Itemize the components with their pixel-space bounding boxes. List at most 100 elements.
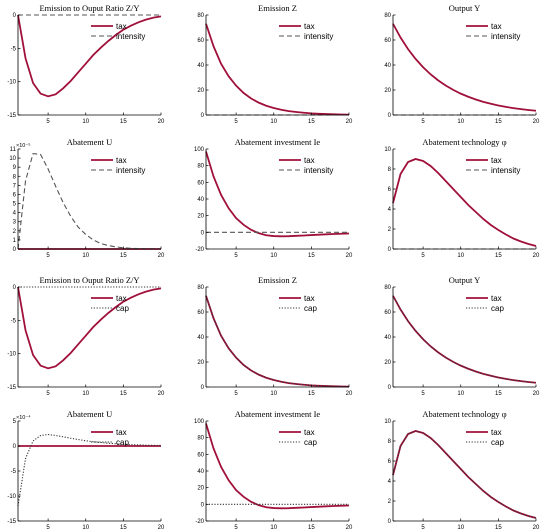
x-tick-label: 10 [270,525,277,531]
y-tick-label: 1 [13,238,17,244]
y-tick-label: 10 [384,147,391,153]
y-tick-label: -20 [195,519,204,525]
y-tick-label: 0 [388,385,392,391]
y-tick-label: -5 [11,318,17,324]
series-line-tax [17,286,162,370]
chart-panel: Abatement investment Ie 5 10 15 20 -20 0 20 40 60… [194,137,353,259]
y-tick-label: 100 [194,419,205,425]
y-tick-label: 2 [388,499,392,505]
y-tick-label: 7 [13,183,17,189]
y-tick-label: 4 [388,207,392,213]
x-tick-label: 5 [421,525,425,531]
y-tick-label: 2 [388,227,392,233]
legend-label-tax: tax [116,156,127,165]
x-tick-label: 5 [234,119,238,125]
y-tick-label: 0 [201,230,205,236]
y-tick-label: 10 [9,156,16,162]
legend-label-intensity: intensity [304,166,333,175]
chart-title: Output Y [449,3,481,13]
x-tick-label: 15 [495,253,502,259]
y-tick-label: 40 [197,335,204,341]
chart-title: Abatement U [67,409,113,419]
x-tick-label: 5 [46,253,50,259]
series-line-cap [205,295,350,388]
y-tick-label: 10 [384,419,391,425]
chart-title: Abatement investment Ie [235,409,321,419]
y-tick-label: 0 [201,113,205,119]
x-tick-label: 20 [346,253,353,259]
legend-label-cap: cap [491,438,504,447]
y-tick-label: 60 [197,310,204,316]
y-tick-label: 20 [197,88,204,94]
legend-label-tax: tax [116,22,127,31]
x-tick-label: 15 [120,391,127,397]
y-tick-label: 6 [388,459,392,465]
y-tick-label: 4 [13,211,17,217]
series-line-tax [392,430,537,519]
chart-title: Abatement U [67,137,113,147]
x-tick-label: 20 [346,119,353,125]
x-tick-label: 10 [82,391,89,397]
chart-title: Abatement technology φ [422,409,506,419]
legend-label-tax: tax [304,294,315,303]
chart-title: Output Y [449,275,481,285]
series-line-tax [392,158,537,247]
y-tick-label: 2 [13,229,17,235]
x-tick-label: 10 [457,253,464,259]
y-tick-label: 0 [13,285,17,291]
chart-panel: Abatement technology φ 5 10 15 20 0 2 4 6 8 10 taxi… [384,137,540,259]
x-tick-label: 10 [82,253,89,259]
y-tick-label: -20 [195,247,204,253]
legend-label-tax: tax [491,294,502,303]
x-tick-label: 15 [495,119,502,125]
x-tick-label: 5 [46,119,50,125]
series-line-tax [392,295,537,384]
x-tick-label: 20 [158,253,165,259]
x-tick-label: 20 [346,391,353,397]
y-tick-label: 5 [13,419,17,425]
legend-label-cap: cap [491,304,504,313]
y-tick-label: -10 [7,352,16,358]
legend-label-tax: tax [116,294,127,303]
y-tick-label: 60 [197,180,204,186]
y-tick-label: 20 [197,360,204,366]
x-tick-label: 10 [270,391,277,397]
y-tick-label: 20 [384,360,391,366]
series-line-tax [205,423,350,510]
x-tick-label: 15 [308,525,315,531]
y-tick-label: 60 [197,38,204,44]
y-tick-label: -15 [7,385,16,391]
chart-title: Emission Z [258,275,297,285]
x-tick-label: 15 [495,391,502,397]
x-tick-label: 20 [158,119,165,125]
y-tick-label: 80 [197,285,204,291]
y-tick-label: 60 [197,452,204,458]
x-tick-label: 5 [421,253,425,259]
y-tick-label: 40 [197,469,204,475]
x-tick-label: 20 [346,525,353,531]
x-tick-label: 20 [533,525,540,531]
legend-label-tax: tax [304,428,315,437]
x-tick-label: 5 [421,391,425,397]
y-tick-label: -15 [7,113,16,119]
x-tick-label: 5 [46,525,50,531]
x-tick-label: 10 [457,119,464,125]
series-line-cap [392,295,537,384]
axis-exponent: ×10⁻⁴ [16,414,31,421]
series-line-tax [392,23,537,112]
legend-label-intensity: intensity [116,166,145,175]
y-tick-label: 6 [388,187,392,193]
chart-panel: Abatement investment Ie 5 10 15 20 -20 0 20 40 60… [194,409,353,531]
y-tick-label: 0 [201,502,205,508]
x-tick-label: 5 [234,525,238,531]
